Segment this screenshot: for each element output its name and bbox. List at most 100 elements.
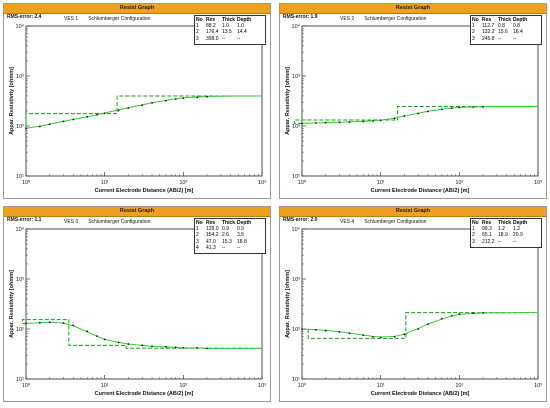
- observed-point: [72, 118, 75, 121]
- table-cell: 3: [472, 35, 475, 42]
- layer-row: 4 41.3 -- --: [196, 245, 264, 251]
- observed-point: [427, 323, 429, 326]
- table-cell: --: [237, 244, 241, 251]
- observed-point: [48, 123, 51, 126]
- table-cell: --: [222, 244, 226, 251]
- observed-point: [348, 332, 351, 335]
- table-cell: 99.3: [482, 226, 492, 233]
- observed-point: [25, 127, 27, 130]
- column-header: Thick: [222, 220, 236, 226]
- observed-point: [338, 331, 341, 333]
- table-cell: 15.6: [498, 29, 508, 36]
- ves-label: VES 4: [340, 219, 355, 225]
- table-cell: 1: [472, 226, 475, 233]
- y-tick-label: 10¹: [292, 174, 300, 180]
- observed-point: [372, 120, 374, 122]
- observed-point: [417, 328, 420, 330]
- window-title: Resist Graph: [280, 207, 546, 217]
- table-header-row: No Res Thick Depth: [196, 17, 264, 23]
- column-header: Depth: [237, 17, 252, 23]
- fitted-curve: [301, 105, 539, 124]
- observed-point: [301, 122, 303, 125]
- table-cell: 13.5: [222, 29, 232, 36]
- observed-point: [38, 125, 41, 128]
- layer-row: 3 212.2 -- --: [472, 239, 540, 245]
- y-tick-label: 10⁴: [292, 226, 301, 233]
- observed-point: [403, 115, 406, 117]
- layer-model-line: [21, 319, 262, 349]
- layer-parameters-table: No Res Thick Depth 1 128.0 0.9 0.9 2 154.2 2.6 3.5 3…: [194, 218, 266, 255]
- x-tick-label: 10²: [179, 383, 187, 389]
- y-tick-label: 10²: [16, 327, 24, 333]
- plot-frame: [25, 25, 263, 177]
- column-header: No: [196, 17, 203, 23]
- observed-point: [62, 322, 65, 324]
- window-title: Resist Graph: [4, 207, 270, 217]
- observed-point: [206, 347, 208, 350]
- layer-parameters-table: No Res Thick Depth 1 88.2 1.0 1.0 2 176.4 13.5 14.4…: [194, 15, 266, 45]
- observed-point: [362, 120, 365, 123]
- layer-model-line: [293, 105, 538, 124]
- x-tick-label: 10⁰: [22, 382, 31, 389]
- column-header: Depth: [513, 220, 528, 226]
- observed-point: [301, 328, 303, 331]
- y-tick-label: 10²: [16, 124, 24, 130]
- x-tick-label: 10¹: [377, 383, 385, 389]
- y-tick-label: 10²: [292, 124, 300, 130]
- column-header: Thick: [498, 220, 512, 226]
- observed-point: [164, 345, 167, 348]
- ves-label: VES 1: [64, 16, 79, 22]
- observed-point: [372, 335, 374, 338]
- observed-point: [96, 335, 98, 338]
- table-cell: 176.4: [206, 29, 219, 36]
- observed-point: [379, 119, 382, 122]
- column-header: Depth: [513, 17, 528, 23]
- layer-row: 2 132.2 15.6 16.4: [472, 29, 540, 35]
- ves-header: VES 3 Schlumberger Configuration: [64, 219, 150, 225]
- y-tick-label: 10⁴: [16, 226, 25, 233]
- table-cell: 2: [472, 29, 475, 36]
- table-cell: 47.0: [206, 238, 216, 245]
- table-cell: 88.2: [206, 23, 216, 30]
- column-header: No: [472, 17, 479, 23]
- resist-graph-window-2: Resist Graph 10⁰ 10¹ 10² 10³ 10⁴ 10³ 10² 10¹ Cur…: [279, 3, 547, 199]
- table-cell: 398.0: [206, 35, 219, 42]
- observed-point: [103, 338, 106, 341]
- table-cell: 0.8: [498, 23, 505, 30]
- table-cell: 3: [472, 238, 475, 245]
- y-tick-label: 10³: [292, 277, 300, 283]
- observed-point: [86, 330, 89, 333]
- observed-point: [62, 120, 65, 123]
- observed-point: [25, 322, 27, 325]
- layer-row: 1 128.0 0.9 0.9: [196, 226, 264, 232]
- x-tick-label: 10³: [534, 180, 542, 186]
- table-cell: 128.0: [206, 226, 219, 233]
- observed-point: [141, 344, 144, 347]
- table-cell: 1.0: [237, 23, 244, 30]
- column-header: Depth: [237, 220, 252, 226]
- table-cell: --: [513, 35, 517, 42]
- fitted-curve: [301, 312, 538, 338]
- table-cell: 3.5: [237, 232, 244, 239]
- table-cell: 2: [472, 232, 475, 239]
- ves-label: VES 2: [340, 16, 355, 22]
- plot-frame: [301, 228, 539, 380]
- observed-point: [174, 346, 177, 349]
- observed-point: [48, 321, 51, 324]
- table-cell: 14.4: [237, 29, 247, 36]
- observed-point: [96, 113, 98, 116]
- observed-point: [196, 346, 199, 349]
- table-cell: --: [237, 35, 241, 42]
- observed-point: [206, 95, 208, 98]
- configuration-label: Schlumberger Configuration: [88, 16, 151, 22]
- observed-point: [403, 333, 406, 336]
- layer-row: 3 245.8 -- --: [472, 36, 540, 42]
- resist-graph-window-4: Resist Graph 10⁰ 10¹ 10² 10³ 10⁴ 10³ 10² 10¹ Cur…: [279, 206, 547, 402]
- table-cell: 2: [196, 29, 199, 36]
- layer-row: 2 65.1 18.9 20.9: [472, 232, 540, 238]
- table-cell: 20.9: [513, 232, 523, 239]
- table-header-row: No Res Thick Depth: [472, 17, 540, 23]
- layer-row: 3 398.0 -- --: [196, 36, 264, 42]
